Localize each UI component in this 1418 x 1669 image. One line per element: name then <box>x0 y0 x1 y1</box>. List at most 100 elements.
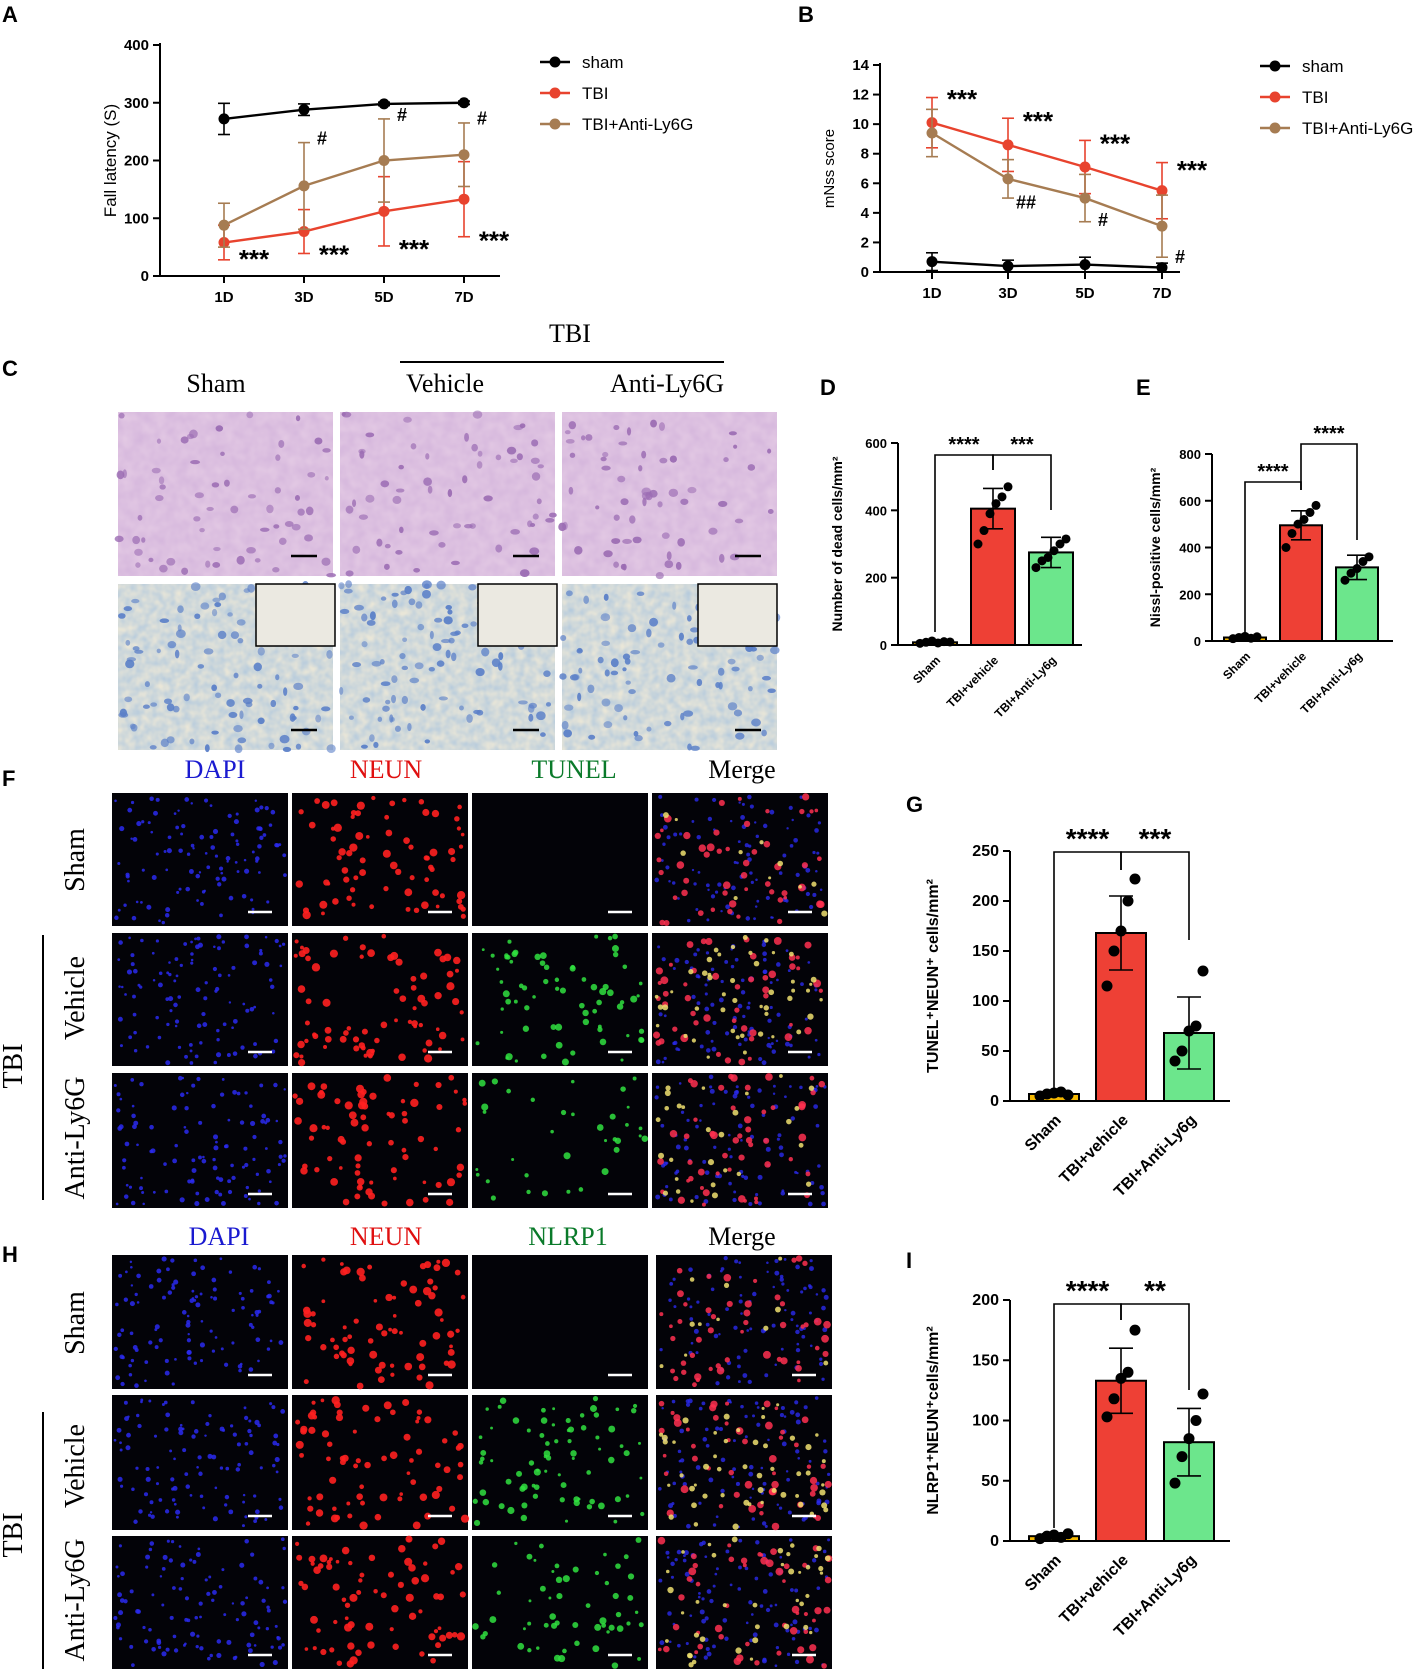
fluorescent-cell <box>814 988 818 992</box>
fluorescent-cell <box>680 1110 685 1114</box>
cell-nucleus <box>519 569 530 578</box>
panel-f-images <box>112 793 828 1208</box>
fluorescent-cell <box>762 1350 771 1359</box>
fluorescent-cell <box>658 794 663 799</box>
fluorescent-cell <box>241 894 247 899</box>
fluorescent-cell <box>212 1590 217 1595</box>
fluorescent-cell <box>796 1360 801 1365</box>
fluorescent-cell <box>787 995 793 1002</box>
fluorescent-cell <box>774 1363 778 1367</box>
fluorescent-cell <box>144 1379 147 1383</box>
fluorescent-cell <box>737 1364 741 1369</box>
fluorescent-cell <box>737 1003 743 1009</box>
if-tile-dapi <box>112 1255 288 1389</box>
fluorescent-cell <box>779 1413 784 1418</box>
cell-nucleus <box>600 613 611 622</box>
fluorescent-cell <box>155 797 160 802</box>
fluorescent-cell <box>789 1588 794 1592</box>
fluorescent-cell <box>736 1428 741 1433</box>
y-tick-label: 0 <box>861 264 869 281</box>
fluorescent-cell <box>134 1292 138 1297</box>
cell-nucleus <box>398 464 404 470</box>
fluorescent-cell <box>768 1572 773 1577</box>
panel-h-header-neun: NEUN <box>350 1222 422 1251</box>
fluorescent-cell <box>361 1028 368 1035</box>
fluorescent-cell <box>443 1466 451 1474</box>
fluorescent-cell <box>390 1167 397 1174</box>
fluorescent-cell <box>373 1298 378 1303</box>
tile-background <box>112 793 288 926</box>
fluorescent-cell <box>749 1638 754 1643</box>
x-tick-label: Sham <box>1220 649 1253 682</box>
fluorescent-cell <box>779 1301 786 1307</box>
fluorescent-cell <box>241 1305 245 1310</box>
fluorescent-cell <box>131 1487 135 1492</box>
fluorescent-cell <box>113 1438 117 1442</box>
fluorescent-cell <box>232 1656 237 1661</box>
fluorescent-cell <box>356 1382 364 1390</box>
fluorescent-cell <box>723 1089 728 1094</box>
fluorescent-cell <box>723 1413 730 1420</box>
fluorescent-cell <box>655 1194 661 1200</box>
fluorescent-cell <box>248 1322 253 1327</box>
data-point <box>1062 1089 1074 1101</box>
fluorescent-cell <box>694 1195 699 1200</box>
fluorescent-cell <box>156 1466 160 1469</box>
fluorescent-cell <box>499 980 504 984</box>
fluorescent-cell <box>281 1643 285 1647</box>
fluorescent-cell <box>446 1198 454 1206</box>
fluorescent-cell <box>754 1199 759 1205</box>
fluorescent-cell <box>201 1011 206 1017</box>
significance-hash: # <box>1175 247 1185 267</box>
fluorescent-cell <box>784 1308 787 1312</box>
if-tile-neun <box>292 1535 468 1669</box>
fluorescent-cell <box>659 919 666 926</box>
fluorescent-cell <box>450 856 456 863</box>
data-point <box>1002 173 1014 185</box>
data-point <box>1299 514 1309 524</box>
fluorescent-cell <box>389 1451 398 1460</box>
fluorescent-cell <box>157 1035 162 1040</box>
cell-nucleus <box>383 563 390 570</box>
tile-background <box>652 1073 828 1208</box>
fluorescent-cell <box>303 1318 312 1327</box>
fluorescent-cell <box>167 835 172 840</box>
fluorescent-cell <box>224 1494 230 1500</box>
fluorescent-cell <box>374 1366 382 1374</box>
fluorescent-cell <box>305 998 312 1005</box>
fluorescent-cell <box>803 1624 809 1631</box>
fluorescent-cell <box>273 1433 279 1439</box>
fluorescent-cell <box>779 1277 784 1282</box>
fluorescent-cell <box>737 796 742 801</box>
fluorescent-cell <box>520 1483 528 1491</box>
fluorescent-cell <box>204 1578 208 1582</box>
data-point <box>1122 1366 1134 1378</box>
fluorescent-cell <box>330 1178 338 1186</box>
fluorescent-cell <box>743 1037 748 1042</box>
fluorescent-cell <box>253 1005 257 1009</box>
fluorescent-cell <box>512 1417 520 1424</box>
fluorescent-cell <box>327 1441 333 1447</box>
fluorescent-cell <box>195 873 201 879</box>
fluorescent-cell <box>808 1459 812 1463</box>
fluorescent-cell <box>158 919 161 923</box>
fluorescent-cell <box>170 1477 175 1482</box>
fluorescent-cell <box>722 1603 727 1608</box>
fluorescent-cell <box>812 1618 816 1623</box>
fluorescent-cell <box>136 821 142 827</box>
fluorescent-cell <box>582 1009 589 1017</box>
cell-nucleus <box>366 619 376 626</box>
cell-nucleus <box>564 704 574 711</box>
fluorescent-cell <box>123 1297 129 1302</box>
fluorescent-cell <box>660 828 664 833</box>
fluorescent-cell <box>321 1299 326 1304</box>
fluorescent-cell <box>165 907 171 913</box>
fluorescent-cell <box>592 1645 600 1653</box>
fluorescent-cell <box>724 1057 732 1064</box>
cell-nucleus <box>677 538 685 547</box>
fluorescent-cell <box>454 816 460 822</box>
fluorescent-cell <box>603 1552 607 1557</box>
fluorescent-cell <box>453 1089 458 1094</box>
fluorescent-cell <box>809 904 814 910</box>
fluorescent-cell <box>257 1189 261 1193</box>
